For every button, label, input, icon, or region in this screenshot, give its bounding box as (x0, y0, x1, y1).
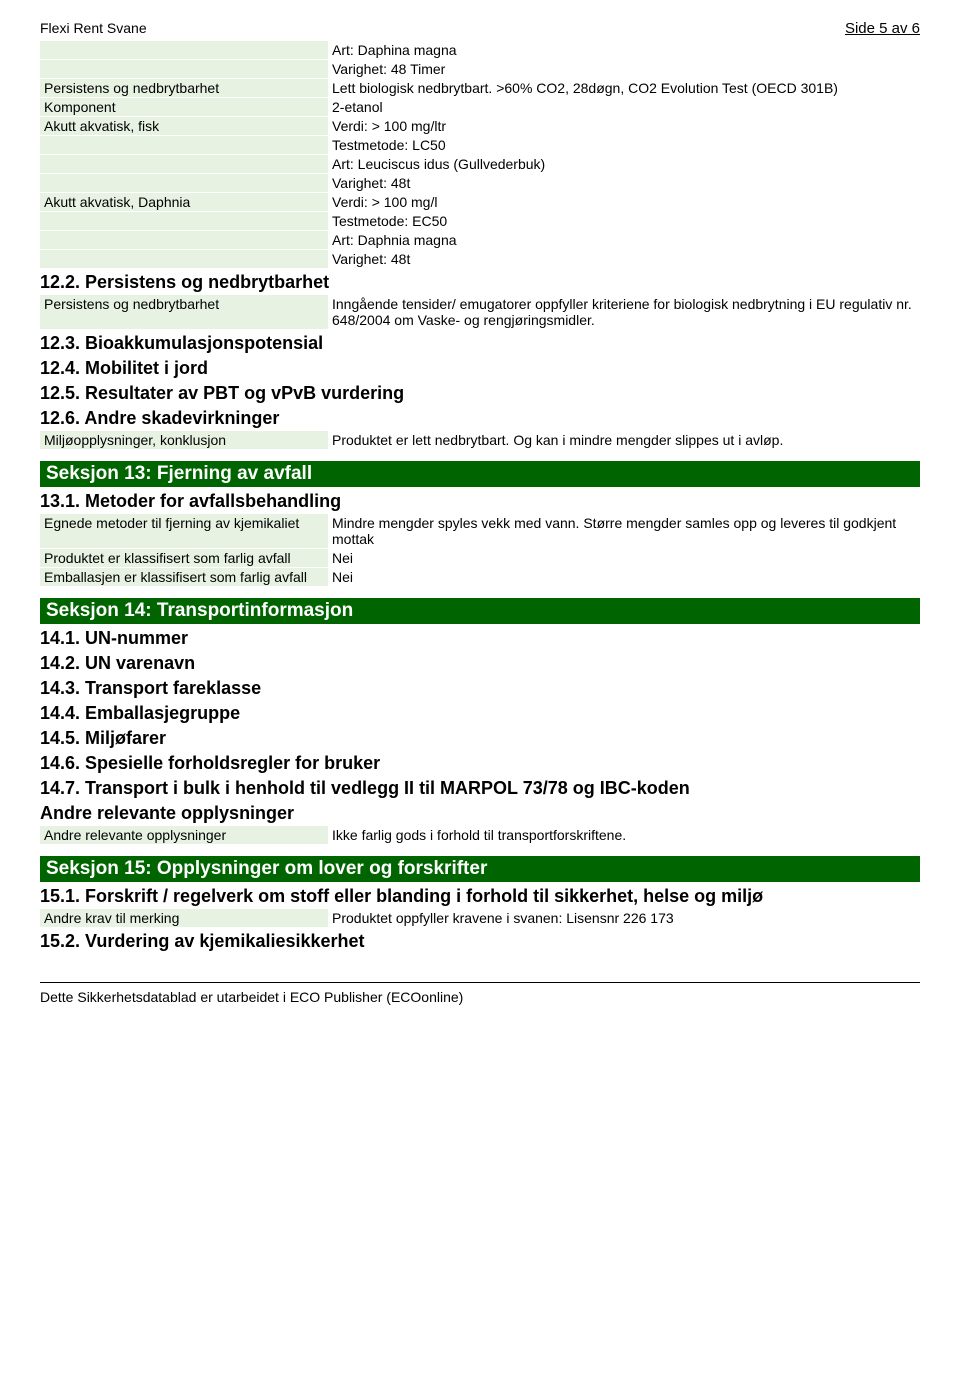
data-value: Testmetode: EC50 (328, 212, 920, 230)
data-value: Testmetode: LC50 (328, 136, 920, 154)
subsection-15-1: 15.1. Forskrift / regelverk om stoff ell… (40, 886, 920, 907)
data-row: Miljøopplysninger, konklusjonProduktet e… (40, 431, 920, 449)
doc-title: Flexi Rent Svane (40, 20, 147, 37)
subsection-13-1: 13.1. Metoder for avfallsbehandling (40, 491, 920, 512)
data-block-2: Persistens og nedbrytbarhetInngående ten… (40, 295, 920, 329)
data-block-3: Miljøopplysninger, konklusjonProduktet e… (40, 431, 920, 449)
data-label (40, 60, 328, 78)
data-row: Testmetode: EC50 (40, 212, 920, 230)
subsection-12-4: 12.4. Mobilitet i jord (40, 358, 920, 379)
data-row: Testmetode: LC50 (40, 136, 920, 154)
data-value: Lett biologisk nedbrytbart. >60% CO2, 28… (328, 79, 920, 97)
subsection-12-3: 12.3. Bioakkumulasjonspotensial (40, 333, 920, 354)
data-label: Akutt akvatisk, fisk (40, 117, 328, 135)
section-15-bar: Seksjon 15: Opplysninger om lover og for… (40, 856, 920, 882)
data-label (40, 250, 328, 268)
subsection-12-6: 12.6. Andre skadevirkninger (40, 408, 920, 429)
data-value: Art: Leuciscus idus (Gullvederbuk) (328, 155, 920, 173)
subsection-14-5: 14.5. Miljøfarer (40, 728, 920, 749)
subsection-14-1: 14.1. UN-nummer (40, 628, 920, 649)
data-label (40, 231, 328, 249)
data-label (40, 155, 328, 173)
data-label: Produktet er klassifisert som farlig avf… (40, 549, 328, 567)
data-value: Varighet: 48t (328, 250, 920, 268)
data-block-4: Egnede metoder til fjerning av kjemikali… (40, 514, 920, 586)
data-row: Varighet: 48 Timer (40, 60, 920, 78)
data-label: Miljøopplysninger, konklusjon (40, 431, 328, 449)
data-row: Egnede metoder til fjerning av kjemikali… (40, 514, 920, 548)
data-value: Verdi: > 100 mg/l (328, 193, 920, 211)
page-header: Flexi Rent Svane Side 5 av 6 (40, 20, 920, 37)
data-label: Andre krav til merking (40, 909, 328, 927)
data-row: Emballasjen er klassifisert som farlig a… (40, 568, 920, 586)
data-row: Akutt akvatisk, DaphniaVerdi: > 100 mg/l (40, 193, 920, 211)
data-row: Andre krav til merkingProduktet oppfylle… (40, 909, 920, 927)
page-indicator: Side 5 av 6 (845, 20, 920, 37)
data-label: Egnede metoder til fjerning av kjemikali… (40, 514, 328, 548)
data-row: Persistens og nedbrytbarhetInngående ten… (40, 295, 920, 329)
data-label: Akutt akvatisk, Daphnia (40, 193, 328, 211)
page-footer: Dette Sikkerhetsdatablad er utarbeidet i… (40, 982, 920, 1005)
data-row: Persistens og nedbrytbarhetLett biologis… (40, 79, 920, 97)
data-value: Art: Daphina magna (328, 41, 920, 59)
data-label (40, 41, 328, 59)
data-row: Art: Daphnia magna (40, 231, 920, 249)
data-label: Andre relevante opplysninger (40, 826, 328, 844)
subsection-14-4: 14.4. Emballasjegruppe (40, 703, 920, 724)
intro-values: Art: Daphina magnaVarighet: 48 Timer (40, 41, 920, 78)
data-label: Persistens og nedbrytbarhet (40, 79, 328, 97)
data-value: Inngående tensider/ emugatorer oppfyller… (328, 295, 920, 329)
data-row: Varighet: 48t (40, 174, 920, 192)
subsection-14-3: 14.3. Transport fareklasse (40, 678, 920, 699)
subsection-14-6: 14.6. Spesielle forholdsregler for bruke… (40, 753, 920, 774)
data-value: Ikke farlig gods i forhold til transport… (328, 826, 920, 844)
data-block-5: Andre relevante opplysningerIkke farlig … (40, 826, 920, 844)
data-label (40, 212, 328, 230)
data-label: Komponent (40, 98, 328, 116)
data-row: Andre relevante opplysningerIkke farlig … (40, 826, 920, 844)
data-value: Nei (328, 568, 920, 586)
data-row: Art: Daphina magna (40, 41, 920, 59)
data-row: Produktet er klassifisert som farlig avf… (40, 549, 920, 567)
data-value: Mindre mengder spyles vekk med vann. Stø… (328, 514, 920, 548)
data-row: Art: Leuciscus idus (Gullvederbuk) (40, 155, 920, 173)
subsection-14-7: 14.7. Transport i bulk i henhold til ved… (40, 778, 920, 799)
data-value: Produktet oppfyller kravene i svanen: Li… (328, 909, 920, 927)
data-block-1: Persistens og nedbrytbarhetLett biologis… (40, 79, 920, 268)
data-row: Varighet: 48t (40, 250, 920, 268)
data-block-6: Andre krav til merkingProduktet oppfylle… (40, 909, 920, 927)
data-label (40, 174, 328, 192)
section-13-bar: Seksjon 13: Fjerning av avfall (40, 461, 920, 487)
data-value: Produktet er lett nedbrytbart. Og kan i … (328, 431, 920, 449)
data-row: Akutt akvatisk, fiskVerdi: > 100 mg/ltr (40, 117, 920, 135)
data-value: 2-etanol (328, 98, 920, 116)
data-label: Persistens og nedbrytbarhet (40, 295, 328, 329)
data-value: Varighet: 48 Timer (328, 60, 920, 78)
data-value: Varighet: 48t (328, 174, 920, 192)
data-value: Art: Daphnia magna (328, 231, 920, 249)
subsection-12-2: 12.2. Persistens og nedbrytbarhet (40, 272, 920, 293)
subsection-12-5: 12.5. Resultater av PBT og vPvB vurderin… (40, 383, 920, 404)
subsection-14-2: 14.2. UN varenavn (40, 653, 920, 674)
data-label: Emballasjen er klassifisert som farlig a… (40, 568, 328, 586)
data-value: Nei (328, 549, 920, 567)
data-value: Verdi: > 100 mg/ltr (328, 117, 920, 135)
subsection-14-other: Andre relevante opplysninger (40, 803, 920, 824)
subsection-15-2: 15.2. Vurdering av kjemikaliesikkerhet (40, 931, 920, 952)
section-14-bar: Seksjon 14: Transportinformasjon (40, 598, 920, 624)
data-label (40, 136, 328, 154)
data-row: Komponent2-etanol (40, 98, 920, 116)
